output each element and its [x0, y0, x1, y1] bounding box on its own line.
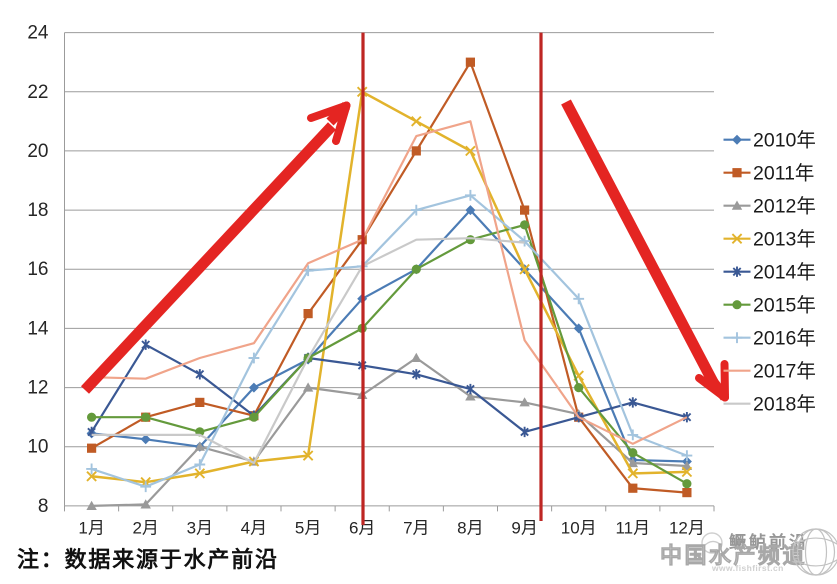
svg-text:12月: 12月: [669, 519, 705, 538]
svg-text:11月: 11月: [615, 519, 650, 538]
svg-text:8: 8: [38, 496, 49, 517]
svg-text:5月: 5月: [295, 519, 321, 538]
svg-text:4月: 4月: [241, 519, 267, 538]
svg-text:2018年: 2018年: [753, 394, 816, 416]
svg-text:2月: 2月: [132, 519, 158, 538]
svg-text:14: 14: [27, 318, 49, 339]
svg-text:24: 24: [27, 23, 49, 44]
svg-text:1月: 1月: [78, 519, 104, 538]
svg-text:2017年: 2017年: [753, 361, 816, 383]
svg-text:www.fishfirst.cn: www.fishfirst.cn: [711, 563, 784, 573]
svg-text:8月: 8月: [457, 519, 483, 538]
svg-text:鳜鲈前沿: 鳜鲈前沿: [729, 532, 809, 552]
svg-text:9月: 9月: [511, 519, 537, 538]
svg-text:2011年: 2011年: [753, 163, 814, 185]
svg-text:2010年: 2010年: [753, 130, 816, 152]
svg-text:2012年: 2012年: [753, 196, 816, 218]
svg-text:2013年: 2013年: [753, 229, 816, 251]
svg-text:12: 12: [27, 378, 48, 399]
svg-text:7月: 7月: [403, 519, 429, 538]
svg-text:22: 22: [27, 82, 48, 103]
svg-text:中国水产频道: 中国水产频道: [660, 543, 807, 568]
svg-text:3月: 3月: [187, 519, 213, 538]
svg-text:6月: 6月: [349, 519, 375, 538]
svg-text:注：数据来源于水产前沿: 注：数据来源于水产前沿: [17, 547, 279, 572]
svg-text:2016年: 2016年: [753, 328, 816, 350]
svg-text:18: 18: [27, 200, 48, 221]
svg-text:2014年: 2014年: [753, 262, 816, 284]
svg-text:10月: 10月: [561, 519, 597, 538]
svg-text:20: 20: [27, 141, 48, 162]
svg-text:16: 16: [27, 259, 48, 280]
svg-text:10: 10: [27, 437, 48, 458]
svg-text:2015年: 2015年: [753, 295, 816, 317]
